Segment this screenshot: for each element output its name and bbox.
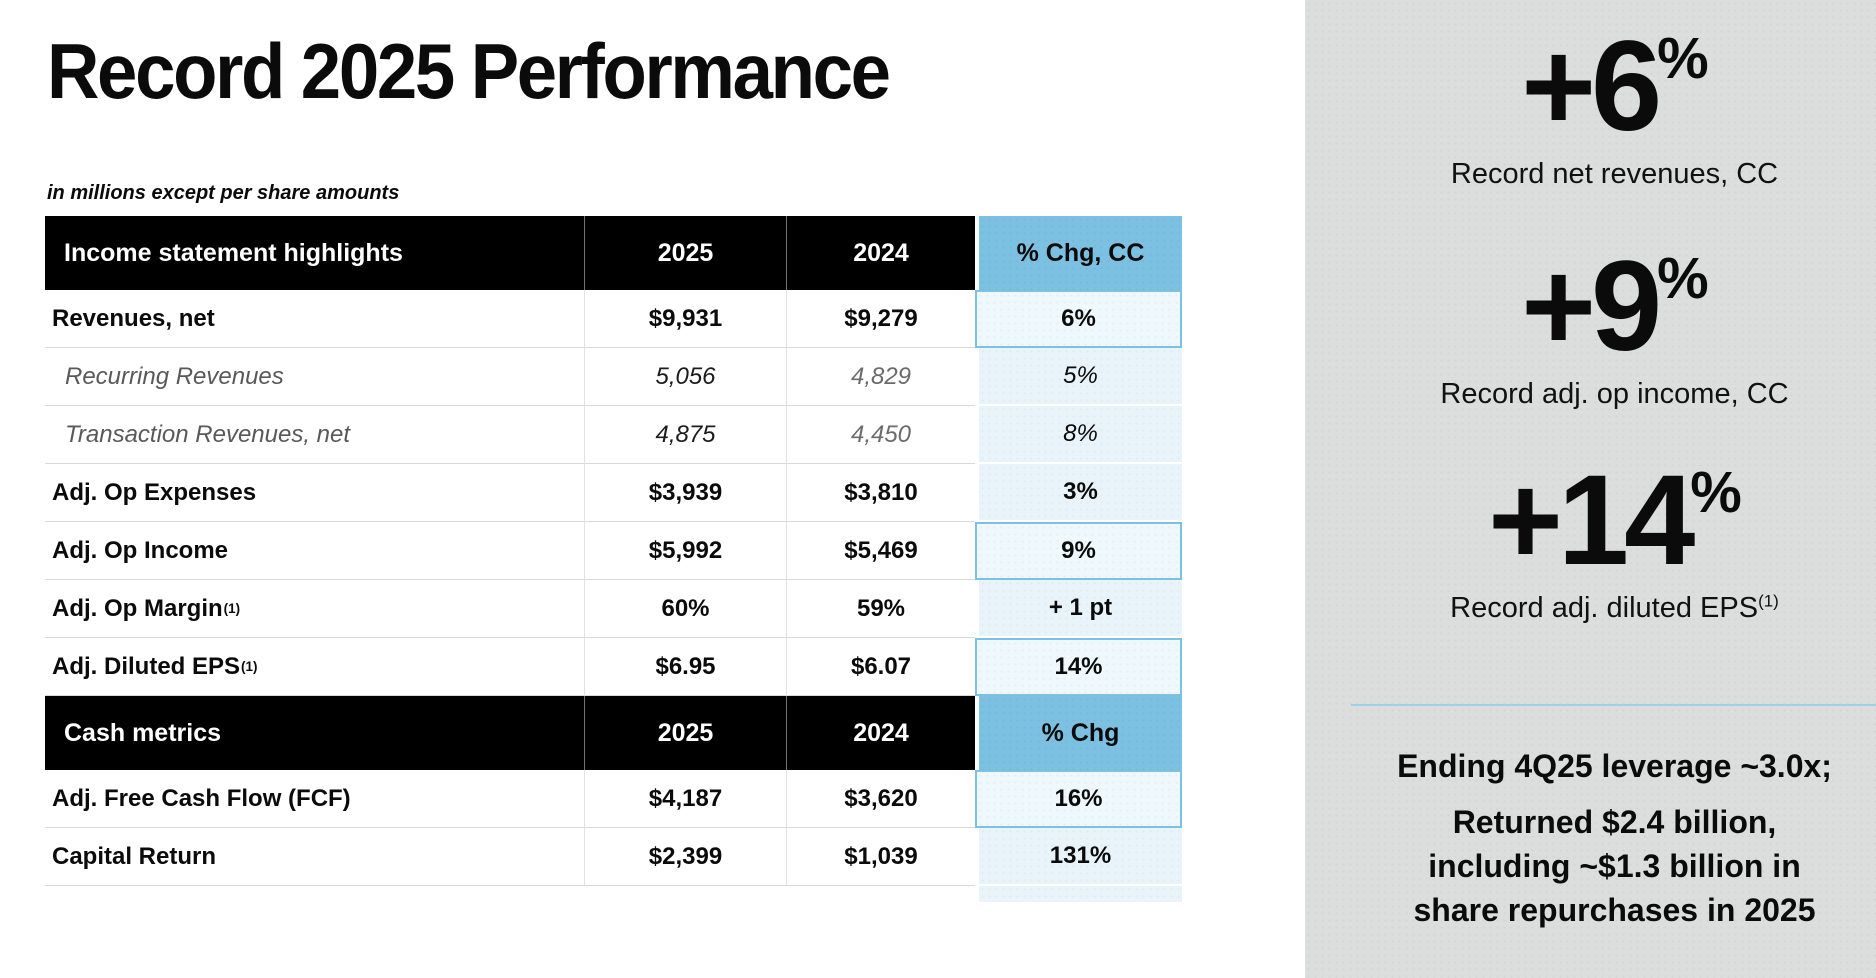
value-2025: 60% xyxy=(585,580,787,638)
row-label: Revenues, net xyxy=(45,290,585,348)
pct-change-cell: 16% xyxy=(975,770,1182,828)
column-header-change: % Chg, CC xyxy=(975,216,1182,290)
value-2024: 4,829 xyxy=(787,348,975,406)
row-label: Recurring Revenues xyxy=(45,348,585,406)
pct-change-cell: 9% xyxy=(975,522,1182,580)
value-2025: 5,056 xyxy=(585,348,787,406)
column-header-2025: 2025 xyxy=(585,216,787,290)
percent-sign: % xyxy=(1690,460,1742,526)
pct-column-footer xyxy=(975,886,1182,902)
stat-number-text: +9 xyxy=(1521,235,1662,378)
percent-sign: % xyxy=(1657,26,1709,92)
value-2025: $4,187 xyxy=(585,770,787,828)
row-label-text: Adj. Diluted EPS xyxy=(52,652,241,680)
stat-value: +6% xyxy=(1353,23,1876,151)
note-text: Ending 4Q25 leverage ~3.0x; xyxy=(1353,748,1876,784)
row-label: Transaction Revenues, net xyxy=(45,406,585,464)
row-label: Capital Return xyxy=(45,828,585,886)
note-line: share repurchases in 2025 xyxy=(1413,892,1816,928)
value-2024: $9,279 xyxy=(787,290,975,348)
pct-change-cell: 5% xyxy=(975,348,1182,406)
value-2024: 4,450 xyxy=(787,406,975,464)
divider-line xyxy=(1351,704,1876,706)
stat-number-text: +6 xyxy=(1521,15,1662,158)
value-2024: 59% xyxy=(787,580,975,638)
value-2024: $6.07 xyxy=(787,638,975,696)
stat-caption-text: Record adj. diluted EPS xyxy=(1450,592,1759,624)
row-label: Adj. Free Cash Flow (FCF) xyxy=(45,770,585,828)
value-2025: $2,399 xyxy=(585,828,787,886)
value-2024: $3,620 xyxy=(787,770,975,828)
value-2025: 4,875 xyxy=(585,406,787,464)
pct-change-cell: 3% xyxy=(975,464,1182,522)
row-label-text: Adj. Op Expenses xyxy=(52,478,257,506)
stat-block: +14% Record adj. diluted EPS(1) xyxy=(1353,457,1876,625)
value-2024: $3,810 xyxy=(787,464,975,522)
note-line: Ending 4Q25 leverage ~3.0x; xyxy=(1397,748,1832,784)
row-label-text: Recurring Revenues xyxy=(65,362,284,390)
stat-block: +6% Record net revenues, CC xyxy=(1353,23,1876,191)
note-line: Returned $2.4 billion, xyxy=(1452,804,1777,840)
pct-change-cell: + 1 pt xyxy=(975,580,1182,638)
pct-change-cell: 14% xyxy=(975,638,1182,696)
stat-caption-text: Record adj. op income, CC xyxy=(1440,378,1789,410)
page-subtitle: in millions except per share amounts xyxy=(47,182,400,204)
value-2025: $9,931 xyxy=(585,290,787,348)
row-label-text: Capital Return xyxy=(52,842,217,870)
value-2024: $5,469 xyxy=(787,522,975,580)
stat-value: +9% xyxy=(1353,243,1876,371)
value-2024: $1,039 xyxy=(787,828,975,886)
column-header-2025: 2025 xyxy=(585,696,787,770)
stat-block: +9% Record adj. op income, CC xyxy=(1353,243,1876,411)
sidebar: +6% Record net revenues, CC +9% Record adj.… xyxy=(1305,0,1876,978)
row-label: Adj. Diluted EPS (1) xyxy=(45,638,585,696)
section-header-label: Cash metrics xyxy=(45,696,585,770)
value-2025: $6.95 xyxy=(585,638,787,696)
row-label: Adj. Op Expenses xyxy=(45,464,585,522)
stat-value: +14% xyxy=(1353,457,1876,585)
financial-table: Income statement highlights 2025 2024% Chg… xyxy=(45,216,1182,902)
stat-number-text: +14 xyxy=(1488,449,1695,592)
stat-caption: Record adj. op income, CC xyxy=(1353,378,1876,411)
note-text: Returned $2.4 billion, including ~$1.3 bi… xyxy=(1353,800,1876,932)
value-2025: $3,939 xyxy=(585,464,787,522)
row-label-text: Adj. Op Income xyxy=(52,536,229,564)
stat-caption-text: Record net revenues, CC xyxy=(1450,158,1779,190)
note-line: including ~$1.3 billion in xyxy=(1428,848,1801,884)
pct-change-cell: 131% xyxy=(975,828,1182,886)
column-header-change: % Chg xyxy=(975,696,1182,770)
section-header-label: Income statement highlights xyxy=(45,216,585,290)
row-label: Adj. Op Income xyxy=(45,522,585,580)
percent-sign: % xyxy=(1657,246,1709,312)
row-label-text: Transaction Revenues, net xyxy=(65,420,351,448)
page-title: Record 2025 Performance xyxy=(47,27,891,115)
footnote-sup: (1) xyxy=(1758,591,1779,611)
pct-change-cell: 6% xyxy=(975,290,1182,348)
stat-caption: Record net revenues, CC xyxy=(1353,158,1876,191)
stat-caption: Record adj. diluted EPS(1) xyxy=(1353,592,1876,625)
row-label-text: Revenues, net xyxy=(52,304,215,332)
row-label-text: Adj. Free Cash Flow (FCF) xyxy=(52,784,351,812)
pct-change-cell: 8% xyxy=(975,406,1182,464)
row-label-text: Adj. Op Margin xyxy=(52,594,223,622)
value-2025: $5,992 xyxy=(585,522,787,580)
row-label: Adj. Op Margin (1) xyxy=(45,580,585,638)
column-header-2024: 2024 xyxy=(787,216,975,290)
column-header-2024: 2024 xyxy=(787,696,975,770)
